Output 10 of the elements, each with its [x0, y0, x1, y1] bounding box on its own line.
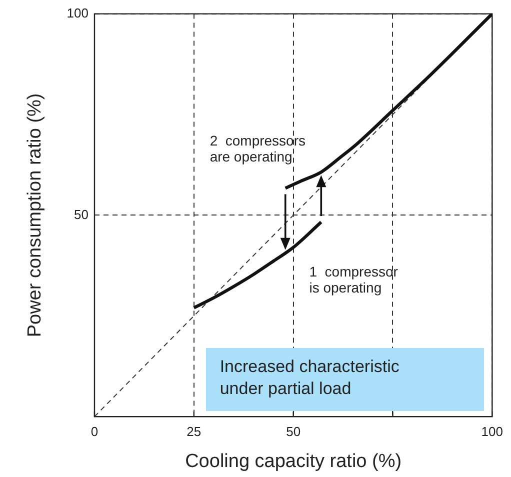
x-tick-label: 100	[481, 424, 504, 439]
shaded-box: Increased characteristic under partial load	[206, 348, 484, 411]
x-tick-label: 50	[286, 424, 301, 439]
line-series	[192, 220, 323, 310]
x-axis-title: Cooling capacity ratio (%)	[185, 450, 402, 472]
x-tick-label: 25	[186, 424, 202, 439]
y-axis-title: Power consumption ratio (%)	[24, 93, 46, 338]
x-tick-label: 0	[90, 424, 98, 439]
annotation: 2 compressors are operating	[210, 132, 306, 164]
annotation: 1 compressor is operating	[309, 263, 398, 296]
